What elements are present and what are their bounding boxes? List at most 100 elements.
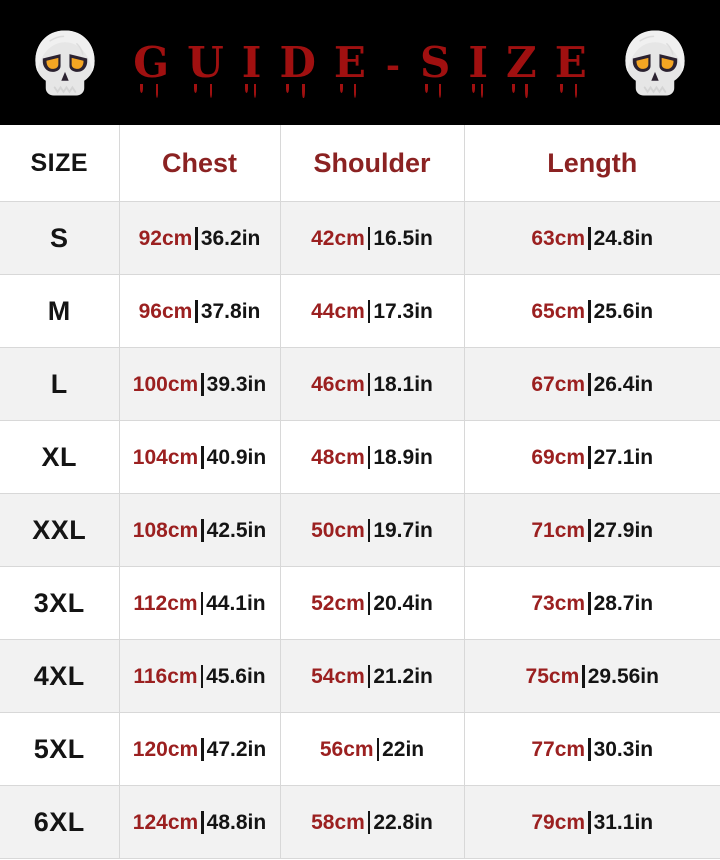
measurement-cm: 52cm bbox=[311, 591, 365, 615]
measurement-cell-chest: 96cm 37.8in bbox=[119, 274, 281, 348]
table-row: 4XL 116cm 45.6in 54cm 21.2in 75cm 29.56in bbox=[0, 639, 720, 713]
measurement-separator bbox=[201, 372, 204, 396]
measurement-cm: 42cm bbox=[311, 226, 365, 250]
measurement-separator bbox=[201, 810, 204, 834]
measurement-cm: 73cm bbox=[531, 591, 586, 615]
measurement-separator bbox=[588, 226, 591, 250]
measurement-cell-length: 79cm 31.1in bbox=[464, 785, 720, 859]
measurement-inch: 30.3in bbox=[593, 737, 654, 761]
measurement-cell-length: 67cm 26.4in bbox=[464, 347, 720, 421]
measurement-cm: 69cm bbox=[531, 445, 586, 469]
measurement-inch: 16.5in bbox=[373, 226, 433, 250]
measurement-separator bbox=[367, 591, 371, 615]
measurement-inch: 36.2in bbox=[200, 226, 261, 250]
measurement-separator bbox=[367, 299, 371, 323]
measurement-cm: 54cm bbox=[311, 664, 365, 688]
table-row: 6XL 124cm 48.8in 58cm 22.8in 79cm 31.1in bbox=[0, 785, 720, 859]
measurement-cell-chest: 100cm 39.3in bbox=[119, 347, 281, 421]
measurement-inch: 26.4in bbox=[593, 372, 654, 396]
measurement-cm: 56cm bbox=[319, 737, 374, 761]
measurement-value: 48cm 18.9in bbox=[311, 445, 433, 469]
measurement-cell-chest: 120cm 47.2in bbox=[119, 712, 281, 786]
measurement-value: 65cm 25.6in bbox=[531, 299, 654, 323]
measurement-cell-length: 71cm 27.9in bbox=[464, 493, 720, 567]
measurement-inch: 27.1in bbox=[593, 445, 654, 469]
measurement-value: 120cm 47.2in bbox=[133, 737, 267, 761]
column-header-size: SIZE bbox=[0, 125, 120, 202]
title-letter: - bbox=[385, 45, 401, 86]
measurement-cm: 65cm bbox=[531, 299, 586, 323]
measurement-cell-shoulder: 44cm 17.3in bbox=[280, 274, 465, 348]
measurement-value: 104cm 40.9in bbox=[133, 445, 267, 469]
size-label: M bbox=[0, 274, 120, 348]
measurement-inch: 22in bbox=[382, 737, 425, 761]
measurement-separator bbox=[588, 299, 591, 323]
measurement-cell-length: 63cm 24.8in bbox=[464, 201, 720, 275]
measurement-cell-shoulder: 42cm 16.5in bbox=[280, 201, 465, 275]
measurement-inch: 31.1in bbox=[593, 810, 654, 834]
measurement-cell-shoulder: 56cm 22in bbox=[280, 712, 465, 786]
measurement-separator bbox=[201, 518, 204, 542]
title-letter: E bbox=[554, 37, 587, 98]
measurement-inch: 45.6in bbox=[206, 664, 266, 688]
measurement-separator bbox=[588, 445, 591, 469]
measurement-cell-shoulder: 46cm 18.1in bbox=[280, 347, 465, 421]
measurement-separator bbox=[588, 810, 591, 834]
measurement-separator bbox=[201, 737, 204, 761]
measurement-cell-chest: 104cm 40.9in bbox=[119, 420, 281, 494]
size-label: XL bbox=[0, 420, 120, 494]
measurement-value: 96cm 37.8in bbox=[139, 299, 260, 323]
measurement-inch: 44.1in bbox=[206, 591, 266, 615]
measurement-separator bbox=[367, 810, 371, 834]
size-label: 3XL bbox=[0, 566, 120, 640]
measurement-separator bbox=[588, 737, 591, 761]
measurement-cm: 58cm bbox=[311, 810, 365, 834]
table-header-row: SIZE Chest Shoulder Length bbox=[0, 125, 720, 202]
measurement-inch: 28.7in bbox=[593, 591, 654, 615]
measurement-value: 63cm 24.8in bbox=[531, 226, 653, 250]
measurement-cm: 44cm bbox=[311, 299, 365, 323]
skull-icon bbox=[625, 29, 685, 96]
measurement-cell-shoulder: 52cm 20.4in bbox=[280, 566, 465, 640]
measurement-value: 42cm 16.5in bbox=[311, 226, 433, 250]
measurement-cell-length: 77cm 30.3in bbox=[464, 712, 720, 786]
measurement-inch: 18.1in bbox=[373, 372, 433, 396]
measurement-inch: 47.2in bbox=[206, 737, 267, 761]
measurement-cell-length: 69cm 27.1in bbox=[464, 420, 720, 494]
measurement-cell-shoulder: 54cm 21.2in bbox=[280, 639, 465, 713]
measurement-inch: 40.9in bbox=[206, 445, 267, 469]
measurement-value: 73cm 28.7in bbox=[531, 591, 654, 615]
measurement-inch: 25.6in bbox=[593, 299, 654, 323]
measurement-cm: 124cm bbox=[132, 810, 199, 834]
measurement-separator bbox=[588, 518, 591, 542]
measurement-inch: 27.9in bbox=[593, 518, 654, 542]
size-label: S bbox=[0, 201, 120, 275]
measurement-cm: 112cm bbox=[133, 591, 198, 615]
measurement-value: 92cm 36.2in bbox=[139, 226, 261, 250]
table-row: 5XL 120cm 47.2in 56cm 22in 77cm 30.3in bbox=[0, 712, 720, 786]
column-header-chest: Chest bbox=[119, 125, 281, 202]
measurement-inch: 19.7in bbox=[373, 518, 433, 542]
measurement-value: 116cm 45.6in bbox=[133, 664, 266, 688]
column-header-shoulder: Shoulder bbox=[280, 125, 465, 202]
measurement-separator bbox=[195, 226, 198, 250]
table-row: M 96cm 37.8in 44cm 17.3in 65cm 25.6in bbox=[0, 274, 720, 348]
measurement-value: 108cm 42.5in bbox=[133, 518, 266, 542]
size-label: 4XL bbox=[0, 639, 120, 713]
measurement-separator bbox=[588, 372, 591, 396]
size-label: 5XL bbox=[0, 712, 120, 786]
measurement-value: 100cm 39.3in bbox=[133, 372, 266, 396]
measurement-separator bbox=[195, 299, 198, 323]
title-letter: Z bbox=[506, 37, 537, 98]
measurement-cell-shoulder: 58cm 22.8in bbox=[280, 785, 465, 859]
measurement-separator bbox=[367, 445, 371, 469]
measurement-cell-shoulder: 48cm 18.9in bbox=[280, 420, 465, 494]
table-row: XXL 108cm 42.5in 50cm 19.7in 71cm 27.9in bbox=[0, 493, 720, 567]
size-label: 6XL bbox=[0, 785, 120, 859]
table-row: XL 104cm 40.9in 48cm 18.9in 69cm 27.1in bbox=[0, 420, 720, 494]
measurement-value: 77cm 30.3in bbox=[531, 737, 654, 761]
title-letter: G bbox=[133, 37, 170, 98]
measurement-cm: 63cm bbox=[531, 226, 586, 250]
measurement-value: 79cm 31.1in bbox=[531, 810, 654, 834]
table-body: S 92cm 36.2in 42cm 16.5in 63cm 24.8in M 96cm 37.8… bbox=[0, 201, 720, 859]
